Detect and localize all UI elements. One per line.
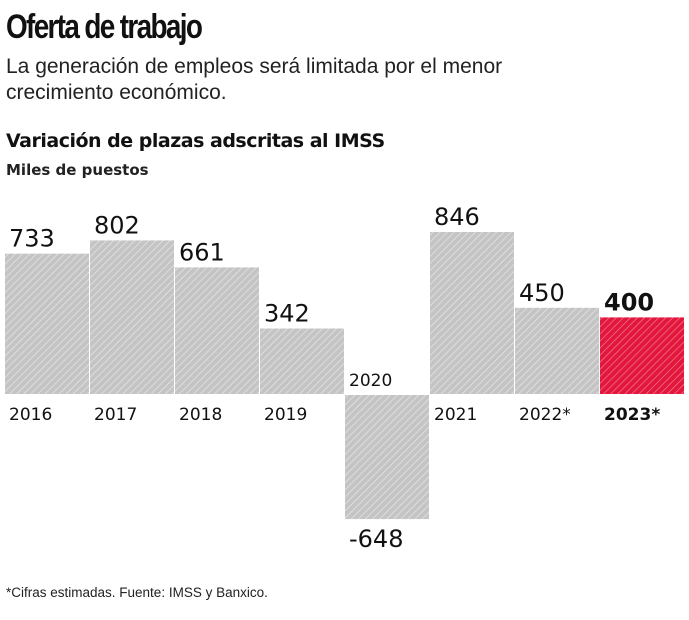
category-label: 2018 <box>179 405 222 425</box>
bar-2018 <box>175 267 259 394</box>
value-label: 733 <box>9 225 55 253</box>
category-label: 2016 <box>9 405 52 425</box>
category-label: 2017 <box>94 405 137 425</box>
value-label: 846 <box>434 203 480 231</box>
footnote: *Cifras estimadas. Fuente: IMSS y Banxic… <box>6 585 268 600</box>
bar-2020 <box>345 395 429 520</box>
bar-2023* <box>600 317 684 394</box>
page-subtitle: La generación de empleos será limitada p… <box>6 55 503 104</box>
value-label: 342 <box>264 300 310 328</box>
bar-2017 <box>90 240 174 394</box>
category-label: 2020 <box>349 371 392 391</box>
chart-unit-label: Miles de puestos <box>6 161 149 179</box>
bar-2019 <box>260 328 344 394</box>
chart-title: Variación de plazas adscritas al IMSS <box>6 130 385 152</box>
category-label: 2023* <box>604 405 660 425</box>
value-label: 661 <box>179 238 225 266</box>
category-label: 2019 <box>264 405 307 425</box>
bar-2021 <box>430 231 514 394</box>
value-label: -648 <box>349 525 403 553</box>
page-title: Oferta de trabajo <box>6 8 203 46</box>
bar-2022* <box>515 307 599 394</box>
value-label: 802 <box>94 211 140 239</box>
bar-2016 <box>5 253 89 394</box>
category-label: 2021 <box>434 405 477 425</box>
value-label: 400 <box>604 288 654 316</box>
value-label: 450 <box>519 279 565 307</box>
category-label: 2022* <box>519 405 571 425</box>
